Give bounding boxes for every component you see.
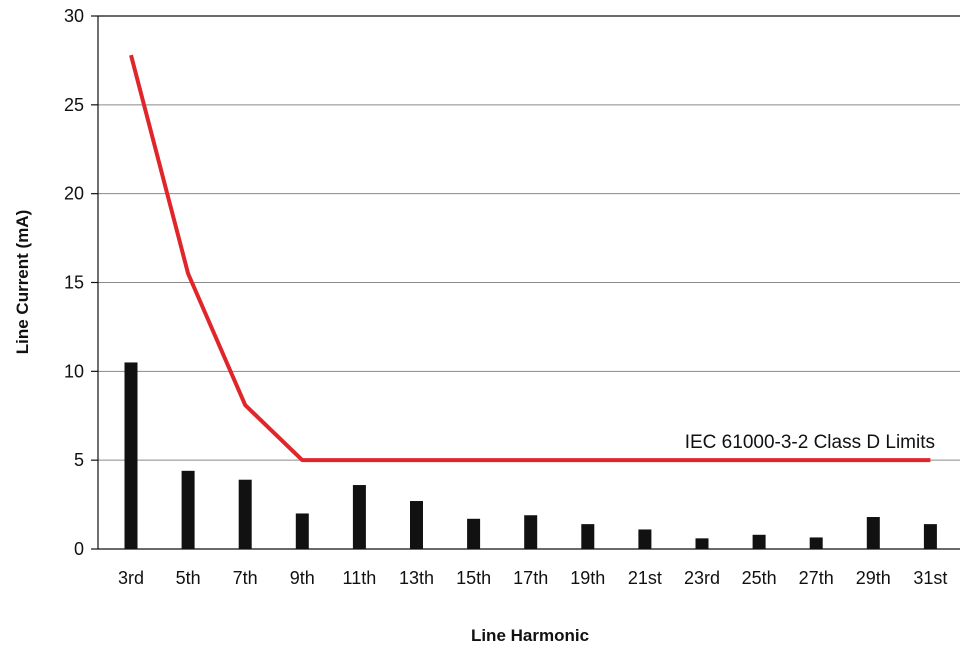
y-tick-labels: 0 5 10 15 20 25 30 xyxy=(64,6,84,559)
bar-15th xyxy=(467,518,481,549)
y-tick-label: 5 xyxy=(74,450,84,470)
y-tick-label: 0 xyxy=(74,539,84,559)
bar-series xyxy=(124,362,937,549)
x-tick-labels: 3rd 5th 7th 9th 11th 13th 15th 17th 19th 21st 23rd… xyxy=(118,568,947,588)
bar-13th xyxy=(410,501,423,549)
x-tick-label: 27th xyxy=(799,568,834,588)
x-tick-label: 13th xyxy=(399,568,434,588)
bar-3rd xyxy=(124,362,138,549)
y-axis-title: Line Current (mA) xyxy=(13,210,32,355)
bar-19th xyxy=(581,524,595,549)
bar-29th xyxy=(866,517,880,549)
bar-9th xyxy=(295,513,309,549)
x-tick-label: 19th xyxy=(570,568,605,588)
x-tick-label: 23rd xyxy=(684,568,720,588)
limit-line-annotation: IEC 61000-3-2 Class D Limits xyxy=(685,432,935,453)
bar-23rd xyxy=(695,538,709,549)
x-tick-label: 5th xyxy=(176,568,201,588)
bar-7th xyxy=(238,479,252,549)
y-tick-label: 30 xyxy=(64,6,84,26)
limit-line-series xyxy=(129,54,931,463)
bar-17th xyxy=(524,515,538,549)
axes xyxy=(91,15,960,550)
x-axis-title: Line Harmonic xyxy=(471,626,589,645)
y-tick-label: 25 xyxy=(64,95,84,115)
bar-31st xyxy=(923,524,937,549)
x-tick-label: 31st xyxy=(913,568,947,588)
bar-25th xyxy=(752,534,766,549)
y-tick-label: 15 xyxy=(64,273,84,293)
bar-21st xyxy=(638,529,652,549)
x-tick-label: 29th xyxy=(856,568,891,588)
x-tick-label: 25th xyxy=(742,568,777,588)
x-tick-label: 17th xyxy=(513,568,548,588)
y-tick-label: 10 xyxy=(64,361,84,381)
bar-11th xyxy=(352,485,366,549)
x-tick-label: 11th xyxy=(343,568,377,588)
bar-27th xyxy=(809,537,823,549)
limit-line xyxy=(129,54,931,463)
y-tick-label: 20 xyxy=(64,184,84,204)
x-tick-label: 21st xyxy=(628,568,662,588)
gridlines xyxy=(98,104,960,461)
x-tick-label: 7th xyxy=(233,568,258,588)
bar-5th xyxy=(181,470,195,549)
x-tick-label: 3rd xyxy=(118,568,144,588)
x-tick-label: 9th xyxy=(290,568,315,588)
x-tick-label: 15th xyxy=(456,568,491,588)
